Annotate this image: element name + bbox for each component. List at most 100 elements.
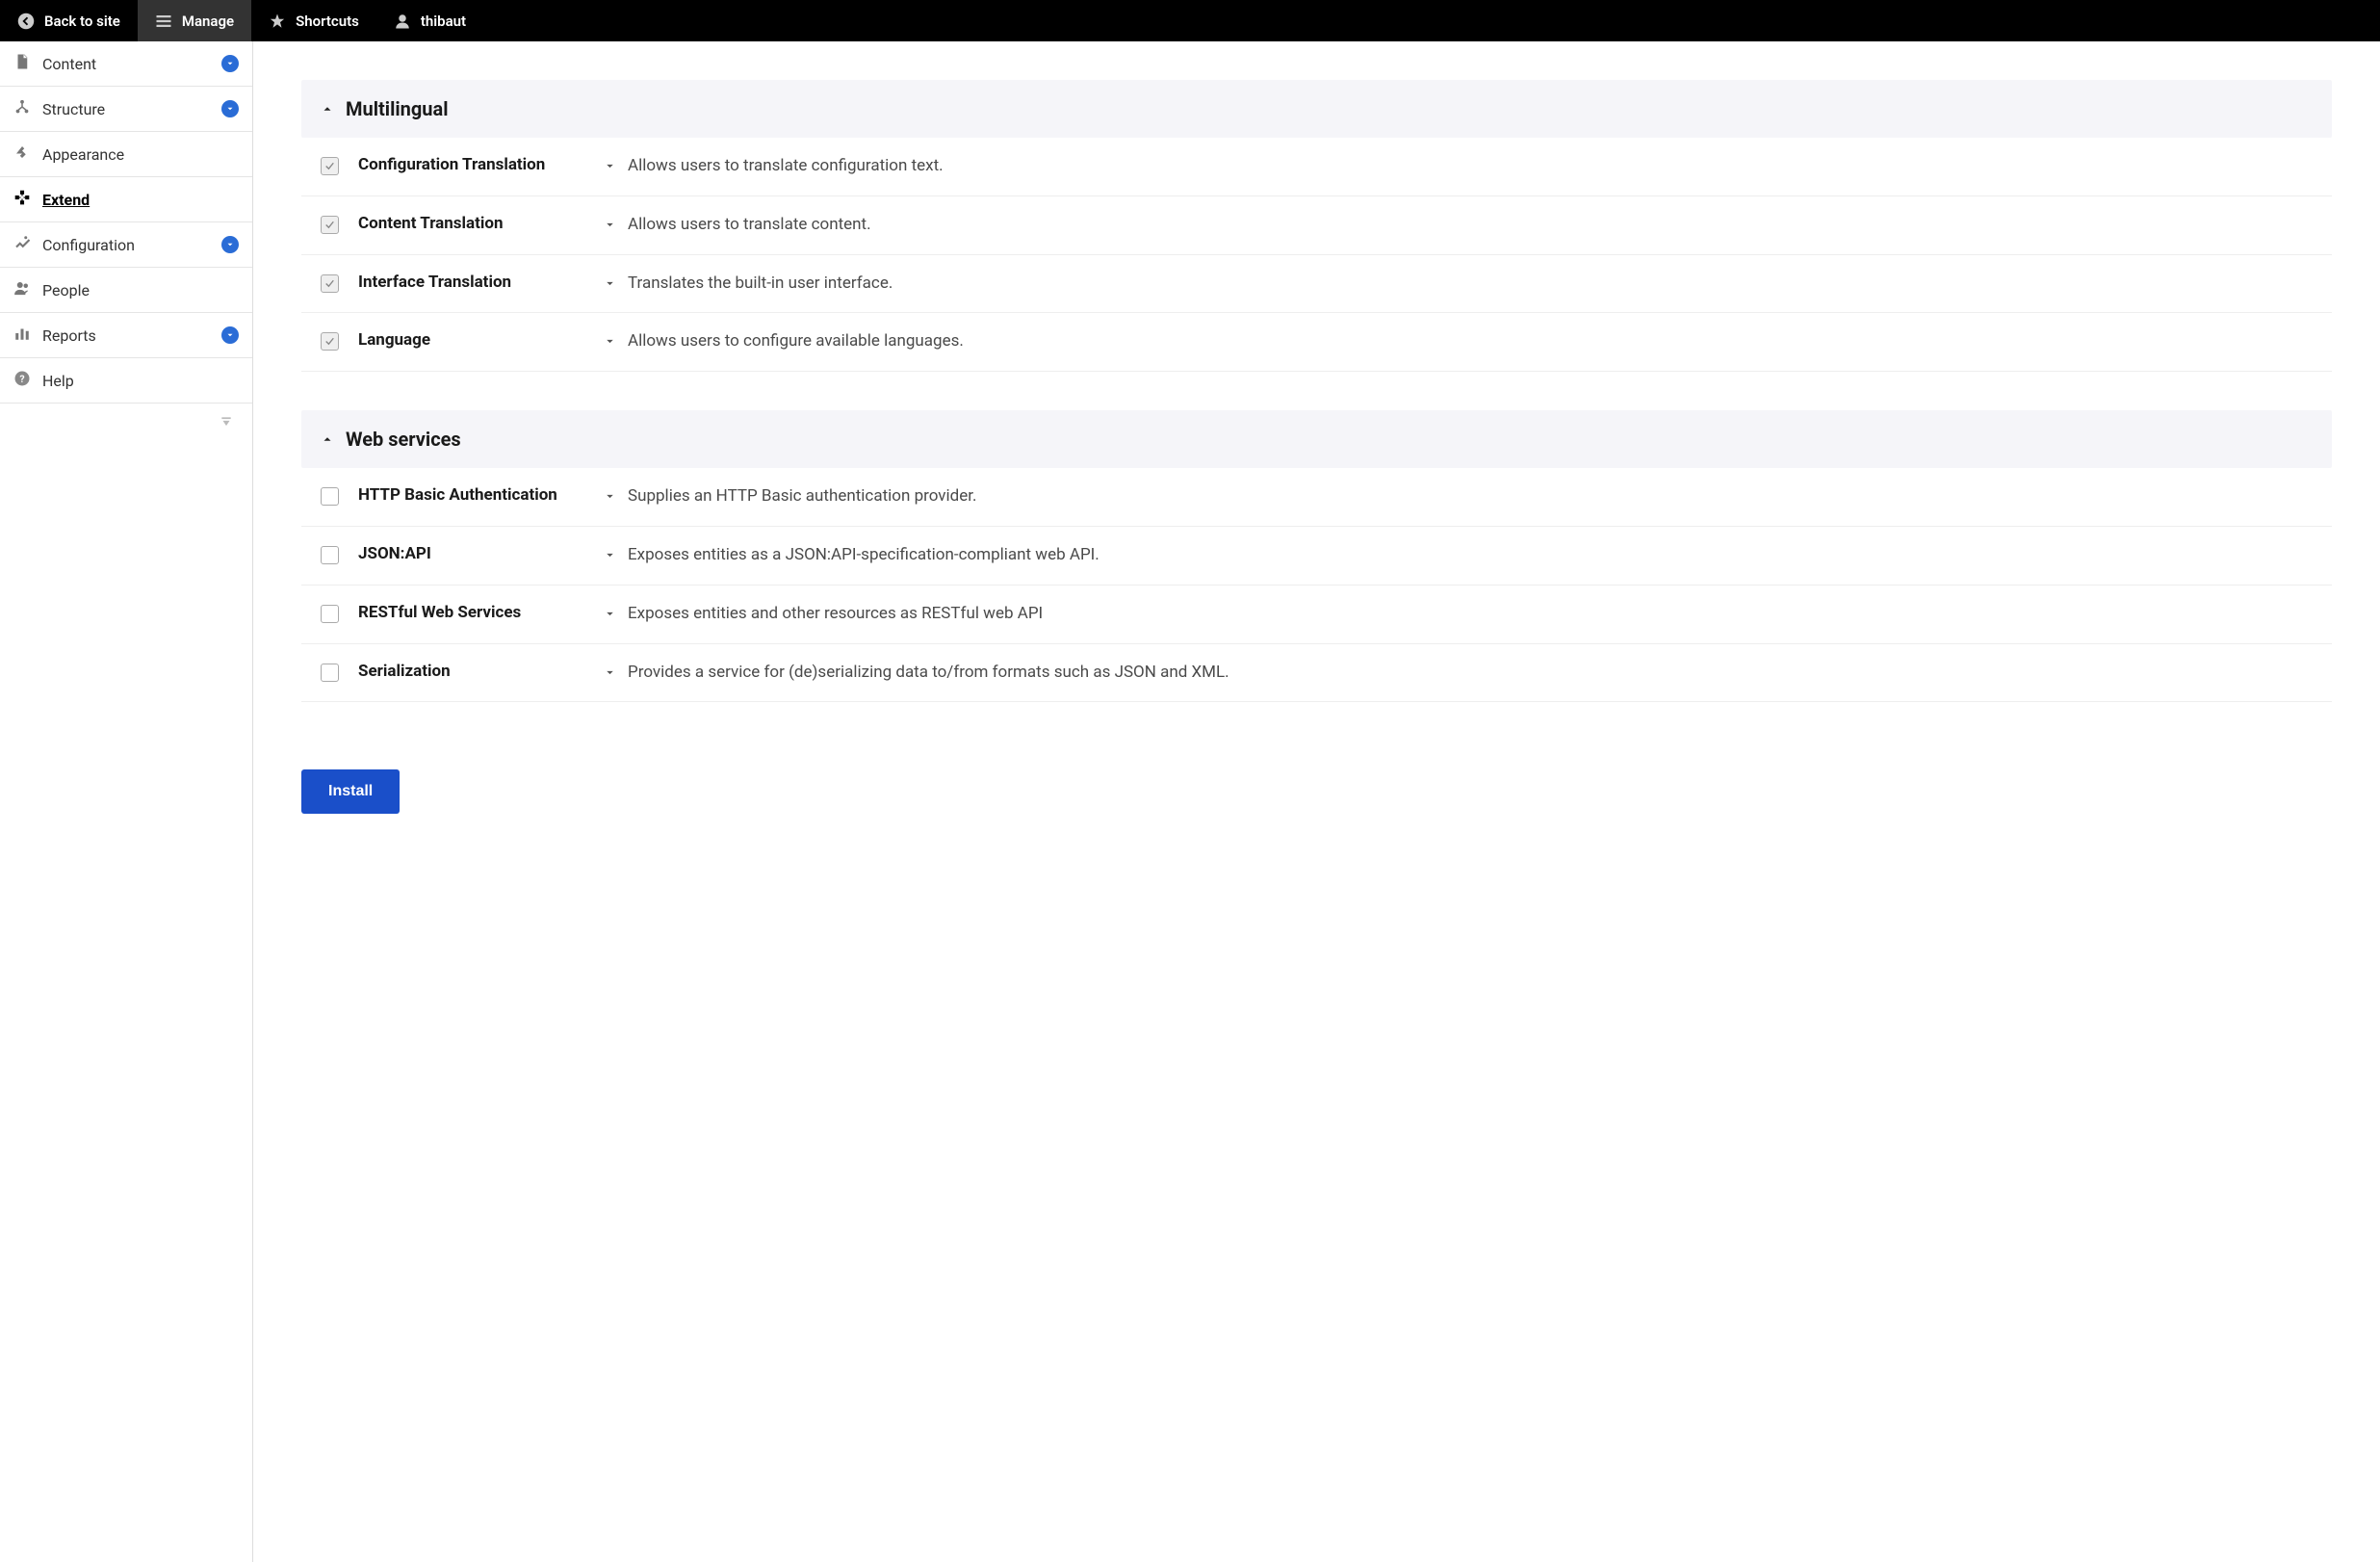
sidebar-item-extend[interactable]: Extend xyxy=(0,177,252,222)
module-checkbox[interactable] xyxy=(321,332,339,351)
manage-label: Manage xyxy=(182,13,234,30)
help-icon: ? xyxy=(13,370,31,391)
module-name: RESTful Web Services xyxy=(358,603,584,622)
module-section: Web services HTTP Basic AuthenticationSup… xyxy=(301,410,2332,702)
people-icon xyxy=(13,279,31,300)
sidebar-item-configuration[interactable]: Configuration xyxy=(0,222,252,268)
sidebar-item-label: People xyxy=(42,281,90,299)
user-label: thibaut xyxy=(421,13,466,30)
main-content: Multilingual Configuration Translation All… xyxy=(253,41,2380,1562)
module-description: Provides a service for (de)serializing d… xyxy=(628,662,1229,685)
section-title: Web services xyxy=(346,428,461,451)
module-section: Multilingual Configuration Translation All… xyxy=(301,80,2332,372)
sidebar-collapse-button[interactable] xyxy=(0,404,252,440)
sidebar-item-reports[interactable]: Reports xyxy=(0,313,252,358)
chevron-down-icon xyxy=(604,335,616,348)
chevron-up-icon xyxy=(321,432,334,446)
expand-toggle[interactable] xyxy=(221,236,239,253)
module-row: RESTful Web Services Exposes entities and… xyxy=(301,586,2332,644)
module-row: JSON:API Exposes entities as a JSON:API-s… xyxy=(301,527,2332,586)
reports-icon xyxy=(13,325,31,346)
module-row: Language Allows users to configure availa… xyxy=(301,313,2332,372)
module-description-toggle[interactable]: Provides a service for (de)serializing d… xyxy=(604,662,2313,685)
module-row: Configuration Translation Allows users to… xyxy=(301,138,2332,196)
sidebar-item-label: Content xyxy=(42,55,96,73)
sidebar-item-appearance[interactable]: Appearance xyxy=(0,132,252,177)
module-description: Supplies an HTTP Basic authentication pr… xyxy=(628,485,976,508)
extend-icon xyxy=(13,189,31,210)
chevron-down-icon xyxy=(604,277,616,290)
module-name: Interface Translation xyxy=(358,273,584,292)
user-button[interactable]: thibaut xyxy=(376,0,483,41)
sidebar-item-label: Reports xyxy=(42,326,96,345)
shortcuts-label: Shortcuts xyxy=(296,13,359,30)
manage-button[interactable]: Manage xyxy=(138,0,251,41)
back-arrow-icon xyxy=(17,13,35,30)
module-row: Serialization Provides a service for (de)… xyxy=(301,644,2332,703)
module-description: Allows users to translate configuration … xyxy=(628,155,944,178)
content-icon xyxy=(13,53,31,74)
module-checkbox[interactable] xyxy=(321,664,339,682)
module-checkbox[interactable] xyxy=(321,216,339,234)
shortcuts-button[interactable]: Shortcuts xyxy=(251,0,376,41)
module-description: Exposes entities and other resources as … xyxy=(628,603,1043,626)
module-checkbox[interactable] xyxy=(321,605,339,623)
section-header[interactable]: Web services xyxy=(301,410,2332,468)
module-description-toggle[interactable]: Allows users to translate configuration … xyxy=(604,155,2313,178)
module-checkbox[interactable] xyxy=(321,274,339,293)
sidebar-item-label: Extend xyxy=(42,191,90,209)
user-icon xyxy=(394,13,411,30)
module-checkbox[interactable] xyxy=(321,487,339,506)
check-icon xyxy=(323,160,336,172)
sidebar-item-content[interactable]: Content xyxy=(0,41,252,87)
chevron-down-icon xyxy=(604,549,616,561)
check-icon xyxy=(323,277,336,290)
admin-toolbar: Back to site Manage Shortcuts thibaut xyxy=(0,0,2380,41)
module-row: HTTP Basic AuthenticationSupplies an HTT… xyxy=(301,468,2332,527)
sidebar-item-help[interactable]: ? Help xyxy=(0,358,252,404)
module-description: Allows users to configure available lang… xyxy=(628,330,964,353)
module-checkbox[interactable] xyxy=(321,157,339,175)
module-name: Language xyxy=(358,330,584,350)
module-name: JSON:API xyxy=(358,544,584,563)
structure-icon xyxy=(13,98,31,119)
chevron-down-icon xyxy=(604,608,616,620)
module-name: Content Translation xyxy=(358,214,584,233)
chevron-down-icon xyxy=(604,219,616,231)
hamburger-icon xyxy=(155,13,172,30)
expand-toggle[interactable] xyxy=(221,326,239,344)
back-label: Back to site xyxy=(44,13,120,30)
module-name: Serialization xyxy=(358,662,584,681)
sidebar-item-label: Structure xyxy=(42,100,105,118)
module-description: Exposes entities as a JSON:API-specifica… xyxy=(628,544,1099,567)
section-header[interactable]: Multilingual xyxy=(301,80,2332,138)
sidebar-item-structure[interactable]: Structure xyxy=(0,87,252,132)
configuration-icon xyxy=(13,234,31,255)
check-icon xyxy=(323,335,336,348)
module-description-toggle[interactable]: Allows users to translate content. xyxy=(604,214,2313,237)
module-description-toggle[interactable]: Allows users to configure available lang… xyxy=(604,330,2313,353)
module-description-toggle[interactable]: Exposes entities and other resources as … xyxy=(604,603,2313,626)
module-name: Configuration Translation xyxy=(358,155,584,174)
back-to-site-button[interactable]: Back to site xyxy=(0,0,138,41)
expand-toggle[interactable] xyxy=(221,55,239,72)
expand-toggle[interactable] xyxy=(221,100,239,117)
svg-text:?: ? xyxy=(19,373,24,385)
appearance-icon xyxy=(13,143,31,165)
chevron-down-icon xyxy=(604,666,616,679)
star-icon xyxy=(269,13,286,30)
sidebar-item-people[interactable]: People xyxy=(0,268,252,313)
check-icon xyxy=(323,219,336,231)
module-description-toggle[interactable]: Exposes entities as a JSON:API-specifica… xyxy=(604,544,2313,567)
sidebar-item-label: Configuration xyxy=(42,236,135,254)
module-row: Content Translation Allows users to trans… xyxy=(301,196,2332,255)
install-button[interactable]: Install xyxy=(301,769,400,814)
module-description: Allows users to translate content. xyxy=(628,214,871,237)
module-checkbox[interactable] xyxy=(321,546,339,564)
section-title: Multilingual xyxy=(346,97,448,120)
sidebar-item-label: Appearance xyxy=(42,145,124,164)
chevron-up-icon xyxy=(321,102,334,116)
module-description-toggle[interactable]: Translates the built-in user interface. xyxy=(604,273,2313,296)
sidebar-item-label: Help xyxy=(42,372,74,390)
module-description-toggle[interactable]: Supplies an HTTP Basic authentication pr… xyxy=(604,485,2313,508)
